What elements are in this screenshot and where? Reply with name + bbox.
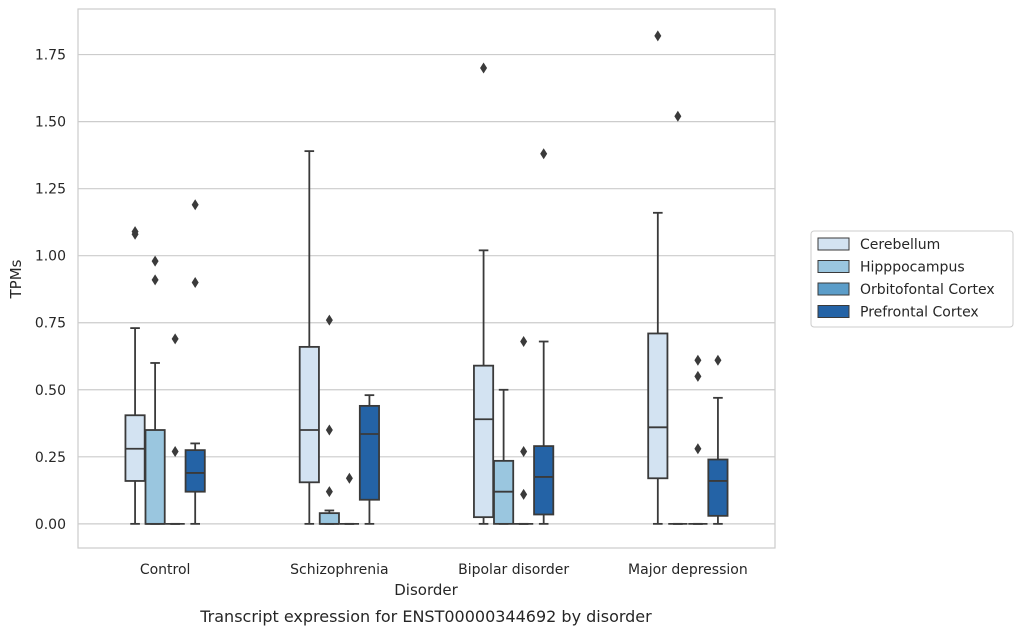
series-cerebellum bbox=[124, 30, 669, 525]
outlier-point bbox=[151, 274, 159, 286]
y-tick-labels: 0.00 0.25 0.50 0.75 1.00 1.25 1.50 1.75 bbox=[35, 48, 66, 533]
x-tick-label: Bipolar disorder bbox=[458, 562, 569, 578]
outlier-point bbox=[654, 30, 662, 42]
box bbox=[298, 345, 320, 484]
outlier-point bbox=[345, 472, 353, 484]
box bbox=[358, 404, 380, 501]
y-tick-label: 1.75 bbox=[35, 48, 66, 64]
y-tick-label: 0.75 bbox=[35, 316, 66, 332]
y-tick-label: 1.50 bbox=[35, 115, 66, 131]
x-axis-label: Disorder bbox=[394, 581, 458, 599]
x-tick-label: Schizophrenia bbox=[290, 562, 388, 578]
y-axis-label: TPMs bbox=[7, 259, 25, 299]
box bbox=[184, 449, 206, 493]
box bbox=[473, 364, 495, 519]
legend-frame bbox=[810, 230, 1014, 328]
outlier-point bbox=[520, 445, 528, 457]
outlier-point bbox=[131, 226, 139, 238]
outlier-point bbox=[480, 62, 488, 74]
x-tick-label: Control bbox=[140, 562, 191, 578]
outlier-point bbox=[694, 443, 702, 455]
outlier-point bbox=[171, 333, 179, 345]
outlier-point bbox=[191, 199, 199, 211]
outlier-point bbox=[714, 354, 722, 366]
legend-label: Orbitofontal Cortex bbox=[860, 282, 995, 298]
chart-caption: Transcript expression for ENST0000034469… bbox=[199, 607, 652, 626]
outlier-point bbox=[325, 314, 333, 326]
plot-area bbox=[77, 8, 776, 549]
outlier-point bbox=[325, 486, 333, 498]
y-tick-label: 0.00 bbox=[35, 517, 66, 533]
outlier-point bbox=[520, 488, 528, 500]
outlier-point bbox=[171, 445, 179, 457]
legend: Cerebellum Hipppocampus Orbitofontal Corte… bbox=[810, 230, 1014, 328]
outlier-point bbox=[520, 336, 528, 348]
y-tick-label: 0.50 bbox=[35, 383, 66, 399]
box bbox=[144, 429, 166, 525]
y-tick-label: 1.25 bbox=[35, 182, 66, 198]
legend-swatch bbox=[817, 282, 850, 296]
box bbox=[318, 512, 340, 525]
outlier-point bbox=[325, 424, 333, 436]
y-tick-label: 1.00 bbox=[35, 249, 66, 265]
outlier-point bbox=[540, 148, 548, 160]
legend-swatch bbox=[817, 237, 850, 251]
outlier-point bbox=[694, 354, 702, 366]
legend-label: Hipppocampus bbox=[860, 260, 965, 276]
x-tick-label: Major depression bbox=[628, 562, 748, 578]
box bbox=[707, 458, 729, 517]
legend-swatch bbox=[817, 305, 850, 318]
series-orbitofontal-cortex bbox=[165, 333, 708, 525]
y-tick-label: 0.25 bbox=[35, 450, 66, 466]
outlier-point bbox=[674, 110, 682, 122]
legend-swatch bbox=[817, 260, 850, 273]
series-prefrontal-cortex bbox=[184, 148, 729, 525]
legend-label: Prefrontal Cortex bbox=[860, 305, 979, 321]
outlier-point bbox=[191, 277, 199, 289]
series-hipppocampus bbox=[144, 110, 688, 525]
x-tick-labels: Control Schizophrenia Bipolar disorder Majo… bbox=[140, 562, 748, 578]
box bbox=[533, 445, 555, 516]
box-series bbox=[124, 30, 729, 525]
outlier-point bbox=[151, 255, 159, 267]
legend-label: Cerebellum bbox=[860, 237, 940, 253]
box bbox=[647, 332, 669, 480]
outlier-point bbox=[694, 370, 702, 382]
